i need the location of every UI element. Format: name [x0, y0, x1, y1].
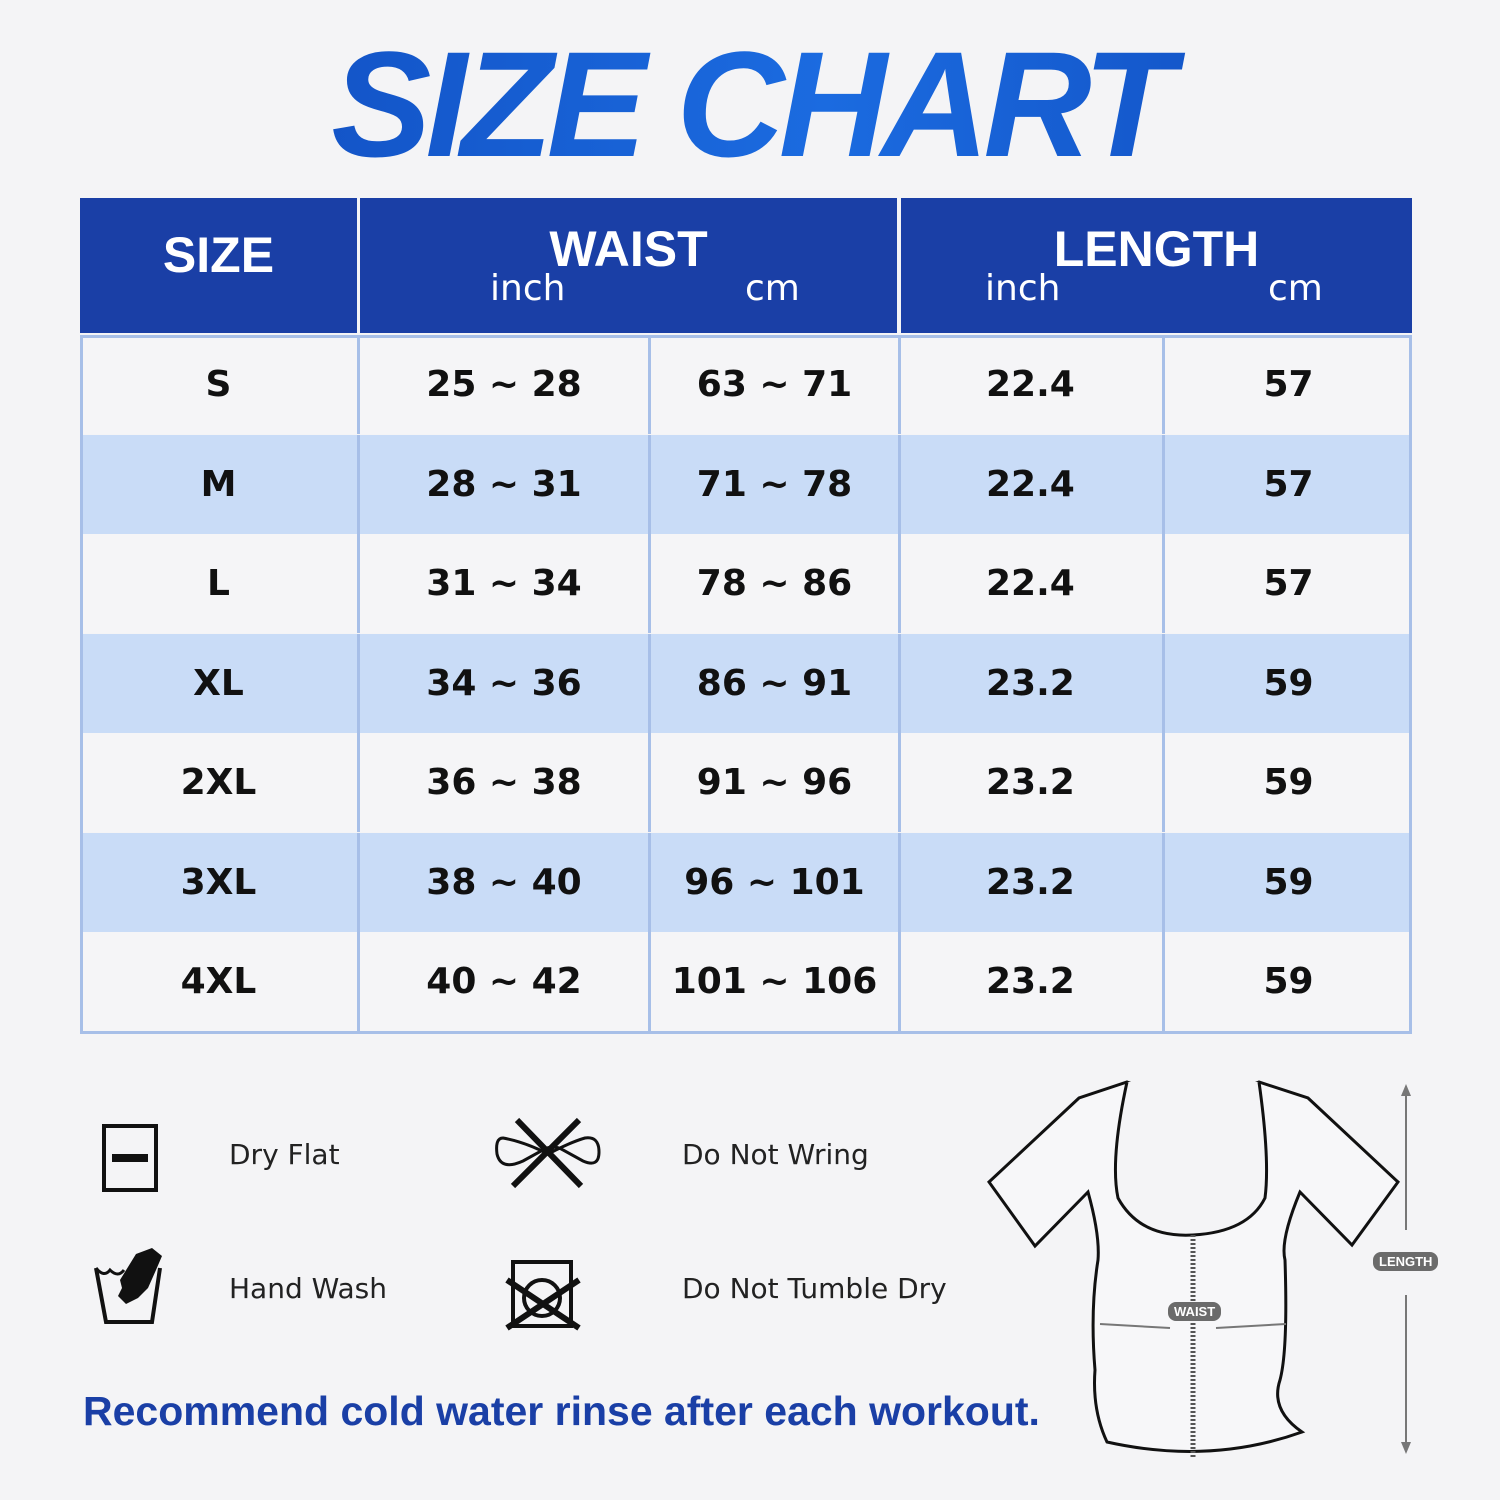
cell-waist-in: 31 ~ 34 — [357, 534, 648, 633]
care-note: Recommend cold water rinse after each wo… — [83, 1388, 1040, 1434]
cell-waist-cm: 91 ~ 96 — [648, 733, 898, 832]
cell-length-in: 22.4 — [898, 434, 1162, 534]
table-row: L 31 ~ 34 78 ~ 86 22.4 57 — [80, 534, 1412, 633]
page-title: SIZE CHART — [0, 18, 1500, 191]
cell-length-in: 22.4 — [898, 534, 1162, 633]
cell-length-in: 23.2 — [898, 832, 1162, 932]
cell-waist-in: 28 ~ 31 — [357, 434, 648, 534]
cell-size: 2XL — [180, 762, 257, 803]
dry-flat-icon — [102, 1124, 158, 1192]
cell-waist-in: 36 ~ 38 — [357, 733, 648, 832]
header-waist-inch: inch — [490, 268, 566, 309]
cell-length-in: 23.2 — [898, 733, 1162, 832]
cell-waist-cm: 63 ~ 71 — [648, 335, 898, 434]
waist-label: WAIST — [1168, 1302, 1222, 1321]
header-waist-label: WAIST — [549, 221, 708, 277]
care-label-do-not-wring: Do Not Wring — [682, 1138, 869, 1171]
cell-length-cm: 59 — [1162, 832, 1412, 932]
header-length: LENGTH inch cm — [901, 198, 1412, 333]
cell-waist-cm: 96 ~ 101 — [648, 832, 898, 932]
cell-waist-cm: 86 ~ 91 — [648, 633, 898, 733]
do-not-wring-icon — [495, 1117, 601, 1189]
cell-waist-cm: 101 ~ 106 — [648, 932, 898, 1031]
care-label-do-not-tumble-dry: Do Not Tumble Dry — [682, 1272, 947, 1305]
cell-length-in: 22.4 — [898, 335, 1162, 434]
cell-length-cm: 59 — [1162, 633, 1412, 733]
table-row: S 25 ~ 28 63 ~ 71 22.4 57 — [80, 335, 1412, 434]
care-label-hand-wash: Hand Wash — [229, 1272, 388, 1305]
hand-wash-icon — [94, 1248, 162, 1324]
cell-length-cm: 59 — [1162, 932, 1412, 1031]
cell-waist-in: 40 ~ 42 — [357, 932, 648, 1031]
cell-length-cm: 57 — [1162, 534, 1412, 633]
cell-length-in: 23.2 — [898, 932, 1162, 1031]
cell-waist-cm: 78 ~ 86 — [648, 534, 898, 633]
cell-waist-in: 34 ~ 36 — [357, 633, 648, 733]
cell-size: S — [205, 364, 232, 405]
garment-diagram — [987, 1080, 1411, 1458]
table-row: M 28 ~ 31 71 ~ 78 22.4 57 — [80, 434, 1412, 534]
header-size-label: SIZE — [162, 227, 275, 283]
cell-waist-in: 25 ~ 28 — [357, 335, 648, 434]
table-row: 2XL 36 ~ 38 91 ~ 96 23.2 59 — [80, 733, 1412, 832]
cell-size: L — [207, 563, 230, 604]
cell-length-cm: 57 — [1162, 335, 1412, 434]
cell-size: XL — [193, 662, 244, 704]
cell-length-in: 23.2 — [898, 633, 1162, 733]
cell-length-cm: 57 — [1162, 434, 1412, 534]
do-not-tumble-dry-icon — [505, 1260, 581, 1331]
cell-waist-in: 38 ~ 40 — [357, 832, 648, 932]
header-length-cm: cm — [1268, 268, 1323, 309]
care-label-dry-flat: Dry Flat — [229, 1138, 340, 1171]
table-row: XL 34 ~ 36 86 ~ 91 23.2 59 — [80, 633, 1412, 733]
header-waist-cm: cm — [745, 268, 800, 309]
header-length-label: LENGTH — [1053, 221, 1260, 277]
cell-waist-cm: 71 ~ 78 — [648, 434, 898, 534]
cell-size: 3XL — [180, 861, 257, 903]
table-row: 3XL 38 ~ 40 96 ~ 101 23.2 59 — [80, 832, 1412, 932]
cell-size: M — [200, 463, 237, 505]
cell-size: 4XL — [180, 961, 257, 1002]
header-size: SIZE — [80, 198, 357, 333]
table-row: 4XL 40 ~ 42 101 ~ 106 23.2 59 — [80, 932, 1412, 1031]
cell-length-cm: 59 — [1162, 733, 1412, 832]
header-length-inch: inch — [985, 268, 1061, 309]
length-label: LENGTH — [1373, 1252, 1439, 1271]
header-waist: WAIST inch cm — [360, 198, 897, 333]
